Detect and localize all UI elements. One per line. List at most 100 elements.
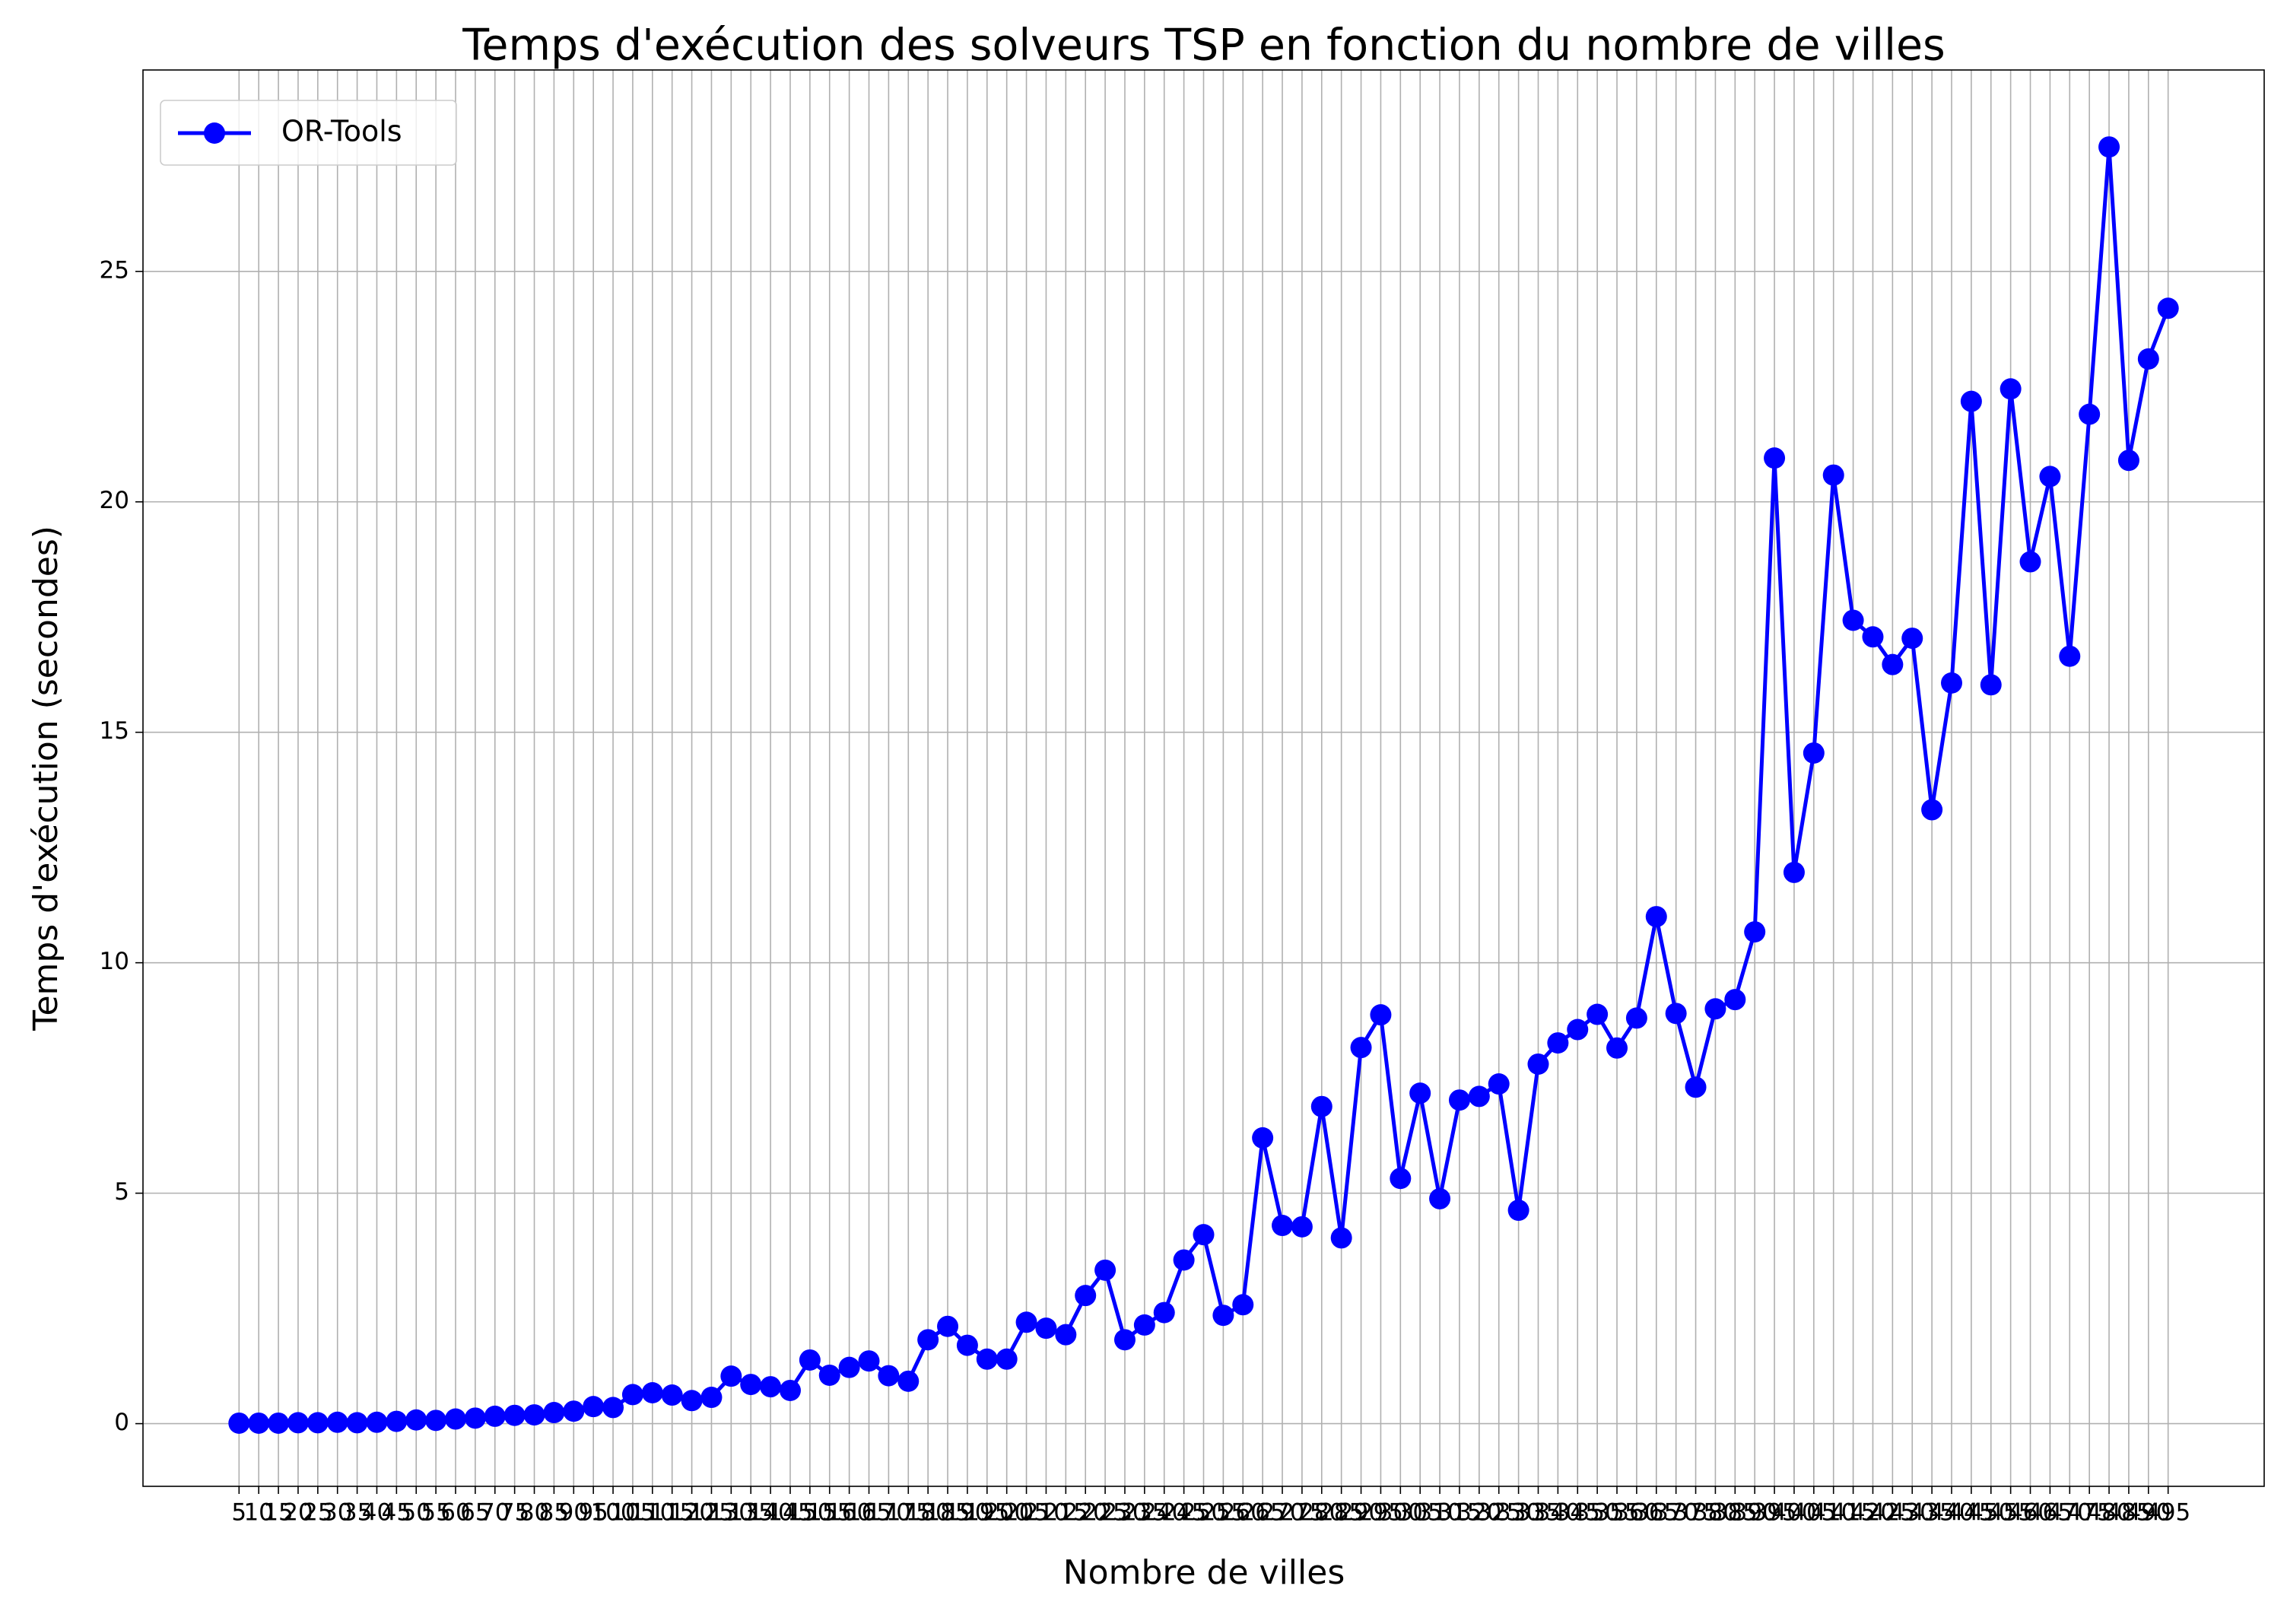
x-tick-label: 270 [1259,1499,1304,1527]
x-tick-label: 370 [1653,1499,1698,1527]
data-point [1153,1301,1175,1324]
x-tick-label: 125 [689,1499,734,1527]
data-point [1094,1259,1117,1281]
data-point [1055,1324,1077,1346]
x-tick-label: 330 [1496,1499,1541,1527]
data-point [1212,1305,1234,1327]
x-tick-label: 60 [440,1499,470,1527]
data-point [1173,1249,1195,1271]
data-point [503,1404,526,1426]
data-point [602,1397,624,1419]
x-tick-label: 300 [1378,1499,1423,1527]
x-tick-label: 385 [1713,1499,1758,1527]
x-tick-label: 435 [1910,1499,1955,1527]
x-tick-label: 25 [303,1499,332,1527]
data-point [583,1396,605,1418]
x-tick-label: 210 [1024,1499,1069,1527]
x-tick-label: 485 [2106,1499,2151,1527]
data-point [1960,390,1982,412]
data-point [1625,1007,1647,1029]
data-point [1035,1317,1057,1340]
data-point [2157,297,2179,319]
x-tick-label: 490 [2126,1499,2171,1527]
x-tick-label: 15 [263,1499,293,1527]
x-tick-label: 115 [650,1499,694,1527]
x-tick-label: 420 [1850,1499,1895,1527]
data-point [464,1407,486,1429]
x-tick-label: 290 [1339,1499,1383,1527]
y-tick-label: 5 [114,1178,129,1206]
data-point [720,1365,742,1387]
data-point [838,1356,860,1378]
data-point [621,1384,643,1406]
legend-box [160,100,457,166]
x-tick-label: 355 [1594,1499,1639,1527]
data-point [917,1329,939,1351]
x-tick-label: 35 [342,1499,372,1527]
x-tick-label: 305 [1398,1499,1443,1527]
x-tick-label: 280 [1299,1499,1344,1527]
data-point [976,1348,998,1370]
data-point [897,1370,920,1392]
data-point [366,1411,388,1433]
data-point [543,1402,565,1424]
data-point [444,1408,466,1430]
x-tick-label: 185 [925,1499,970,1527]
data-point [405,1409,427,1431]
data-point [307,1412,329,1434]
x-tick-label: 30 [322,1499,352,1527]
x-tick-label: 340 [1536,1499,1580,1527]
x-tick-label: 350 [1575,1499,1620,1527]
data-point [1587,1003,1609,1025]
data-point [1272,1215,1294,1237]
x-tick-label: 345 [1555,1499,1600,1527]
data-point [2098,136,2120,158]
x-tick-label: 110 [630,1499,675,1527]
data-point [228,1412,250,1434]
data-point [799,1349,821,1371]
x-tick-label: 325 [1476,1499,1521,1527]
data-point [1822,464,1844,486]
data-point [1429,1187,1451,1209]
x-tick-label: 100 [590,1499,635,1527]
y-axis-label: Temps d'exécution (secondes) [27,526,65,1031]
x-tick-label: 275 [1279,1499,1324,1527]
data-point [1862,626,1884,648]
data-point [268,1412,290,1434]
data-point [1901,628,1923,650]
x-tick-label: 195 [964,1499,1009,1527]
data-point [937,1315,959,1337]
data-point [1252,1127,1274,1149]
x-tick-label: 450 [1968,1499,2013,1527]
x-tick-label: 215 [1043,1499,1088,1527]
x-tick-label: 430 [1890,1499,1935,1527]
data-point [1507,1200,1529,1222]
x-tick-label: 475 [2067,1499,2112,1527]
data-point [1980,674,2002,696]
data-point [1941,672,1963,694]
chart-title: Temps d'exécution des solveurs TSP en fo… [462,21,1946,71]
data-point [1685,1076,1707,1098]
x-tick-label: 285 [1319,1499,1364,1527]
data-point [326,1411,348,1433]
data-point [1704,998,1726,1020]
x-tick-label: 295 [1358,1499,1403,1527]
x-tick-label: 5 [231,1499,246,1527]
data-point [1448,1089,1470,1111]
x-tick-label: 220 [1063,1499,1108,1527]
x-tick-label: 260 [1221,1499,1266,1527]
x-tick-label: 65 [460,1499,490,1527]
data-point [1744,921,1766,943]
x-tick-label: 155 [807,1499,852,1527]
y-tick-label: 10 [100,948,129,975]
x-tick-label: 90 [559,1499,589,1527]
data-point [287,1412,309,1434]
data-point [858,1350,880,1372]
data-point [346,1412,368,1434]
x-tick-label: 80 [519,1499,549,1527]
x-tick-label: 135 [729,1499,773,1527]
x-tick-label: 445 [1949,1499,1993,1527]
data-point [2079,403,2101,425]
data-point [484,1405,506,1427]
